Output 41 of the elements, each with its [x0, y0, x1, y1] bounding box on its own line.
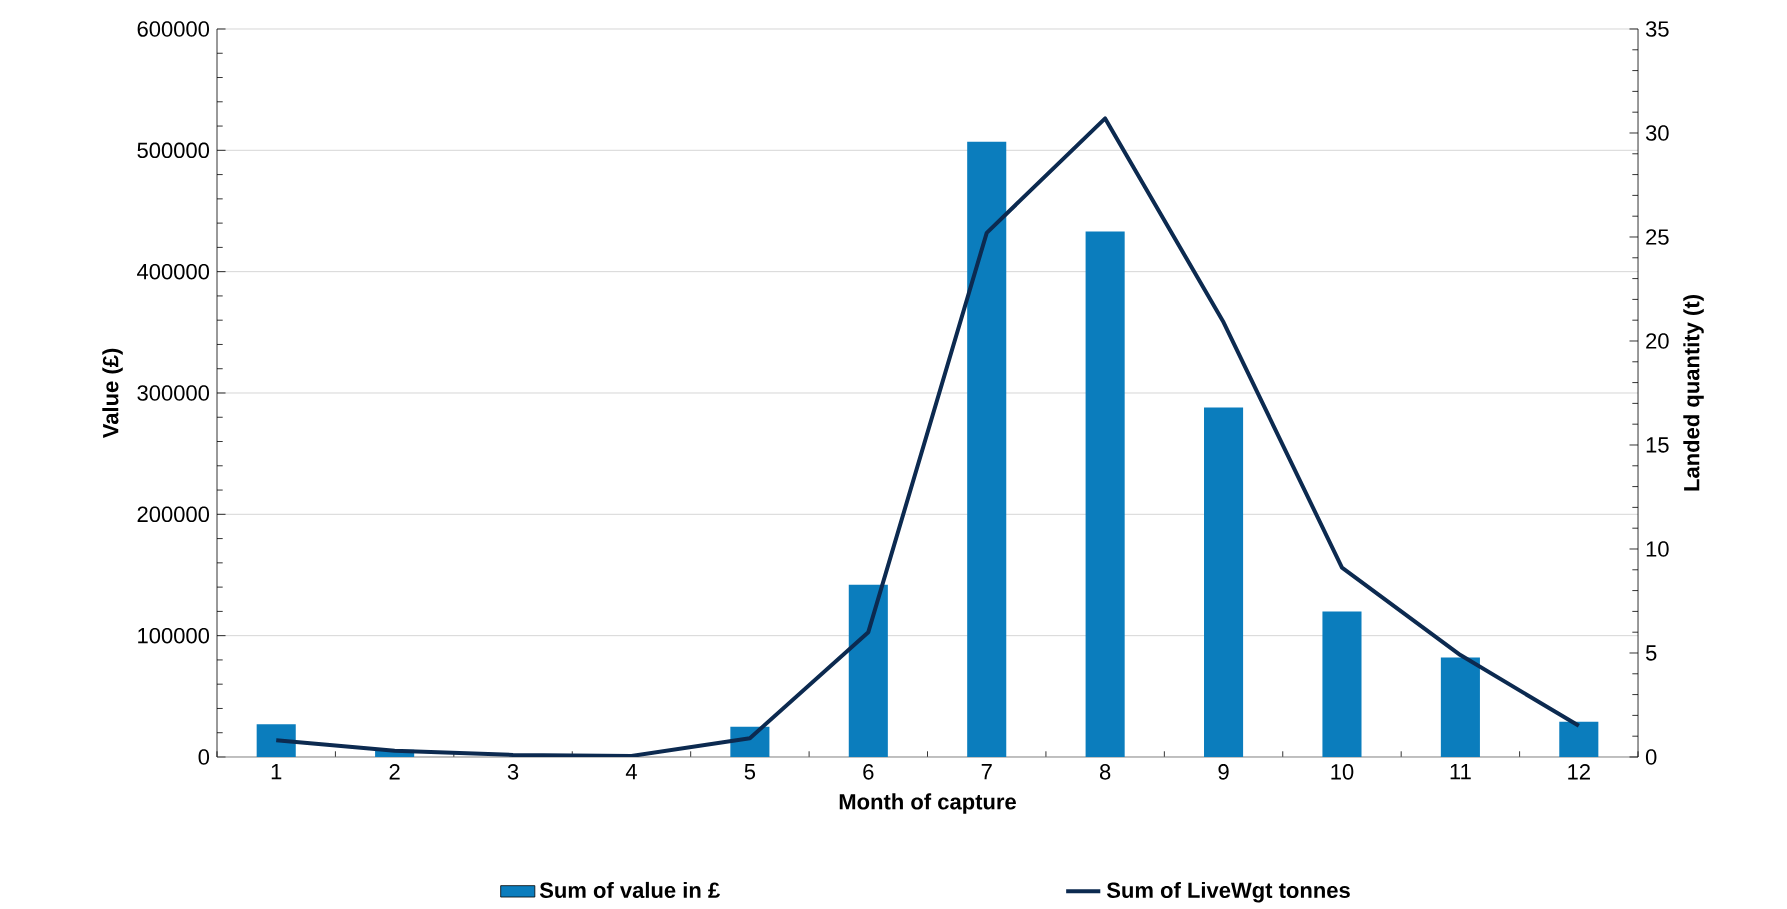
- y2-tick-label: 20: [1646, 333, 1669, 349]
- x-tick-label: 12: [1568, 764, 1590, 780]
- y2-tick-label: 30: [1645, 125, 1669, 141]
- y-axis-title: Value (£): [102, 348, 123, 439]
- y2-tick-label: 25: [1646, 229, 1669, 245]
- y2-tick-label: 0: [1645, 749, 1657, 765]
- y-tick-label: 0: [198, 749, 210, 765]
- bar: [1322, 611, 1362, 758]
- x-tick-label: 5: [744, 764, 756, 780]
- y-tick-label: 200000: [137, 506, 210, 523]
- y2-tick-label: 35: [1645, 21, 1669, 37]
- bar: [1559, 721, 1599, 758]
- y2-tick-label: 5: [1645, 645, 1657, 661]
- x-tick-label: 1: [271, 764, 282, 780]
- x-tick-label: 11: [1450, 764, 1471, 780]
- x-tick-label: 7: [981, 764, 992, 780]
- x-tick-label: 10: [1331, 764, 1354, 780]
- x-tick-label: 8: [1099, 764, 1111, 780]
- y-tick-label: 400000: [137, 263, 210, 280]
- y2-tick-label: 10: [1646, 541, 1669, 557]
- y-tick-label: 600000: [137, 21, 210, 37]
- bar: [1085, 231, 1125, 758]
- bar: [967, 141, 1007, 758]
- y-tick-label: 300000: [137, 385, 210, 401]
- bar: [1204, 407, 1244, 758]
- y-tick-label: 100000: [138, 627, 210, 644]
- x-tick-label: 9: [1218, 764, 1229, 780]
- x-tick-label: 3: [507, 764, 519, 780]
- y2-axis-title: Landed quantity (t): [1683, 295, 1704, 491]
- x-tick-label: 4: [625, 764, 637, 780]
- bar: [848, 584, 888, 758]
- y-tick-label: 500000: [137, 142, 210, 159]
- bar: [256, 724, 296, 758]
- legend-label: Sum of value in £: [539, 881, 720, 899]
- x-tick-label: 6: [863, 764, 874, 780]
- line-series: [274, 116, 1581, 758]
- x-tick-label: 2: [389, 764, 400, 780]
- legend-label: Sum of LiveWgt tonnes: [1106, 881, 1350, 903]
- y2-tick-label: 15: [1646, 437, 1669, 453]
- x-axis-title: Month of capture: [839, 793, 1016, 814]
- bar: [1440, 657, 1480, 758]
